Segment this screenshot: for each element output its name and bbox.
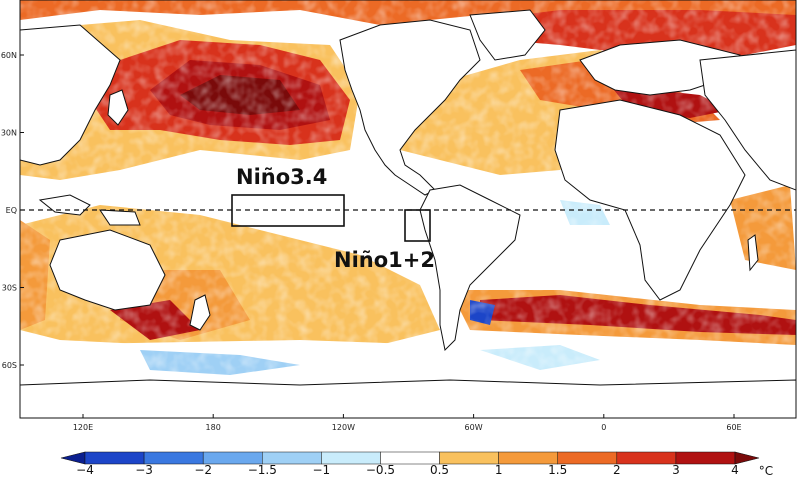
lat-tick-label: 30N [1,129,17,138]
colorbar-tick-label: 2 [613,463,621,477]
australia [49,229,166,311]
asia [699,49,796,191]
nino34-box [231,194,345,227]
continents [20,9,796,418]
colorbar-tick-label: −4 [76,463,94,477]
new-guinea [99,209,141,226]
latitude-ticks: 60N 30N EQ 30S 60S [1,51,24,370]
colorbar-tick-label: 1 [495,463,503,477]
colorbar-tick-label: 3 [672,463,680,477]
nino12-box [404,209,431,242]
colorbar-tick-label: −0.5 [366,463,395,477]
lat-tick-label: EQ [6,206,17,215]
colorbar-tick-label: 1.5 [548,463,567,477]
nino12-label: Niño1+2 [334,248,435,272]
colorbar-tick-label: 0.5 [430,463,449,477]
colorbar-tick-label: −1.5 [248,463,277,477]
lat-tick-label: 60S [2,361,17,370]
lon-tick-label: 180 [206,423,221,432]
new-zealand [189,294,211,331]
lat-tick-label: 30S [2,284,17,293]
colorbar-tick-label: −2 [194,463,212,477]
antarctica [20,379,796,418]
madagascar [747,234,759,272]
africa [554,99,746,301]
lon-tick-label: 0 [601,423,606,432]
plot-frame [19,0,797,419]
colorbar-unit: °C [759,464,773,478]
lon-tick-label: 60W [465,423,483,432]
colorbar-swatch [675,451,736,465]
colorbar: −4 −3 −2 −1.5 −1 −0.5 0.5 1 1.5 2 3 4 °C [60,451,773,478]
japan [107,89,129,126]
lon-tick-label: 60E [726,423,741,432]
north-america [339,19,481,196]
colorbar-tick-label: 4 [731,463,739,477]
lat-tick-label: 60N [1,51,17,60]
east-asia [20,24,121,166]
longitude-ticks: 120E 180 120W 60W 0 60E [73,414,742,432]
colorbar-swatch [616,451,677,465]
lon-tick-label: 120W [332,423,355,432]
lon-tick-label: 120E [73,423,93,432]
south-america [419,184,521,352]
colorbar-tick-label: −1 [313,463,331,477]
greenland [469,9,546,61]
colorbar-arrow-high [734,451,760,465]
colorbar-tick-label: −3 [135,463,153,477]
nino34-label: Niño3.4 [236,165,327,189]
